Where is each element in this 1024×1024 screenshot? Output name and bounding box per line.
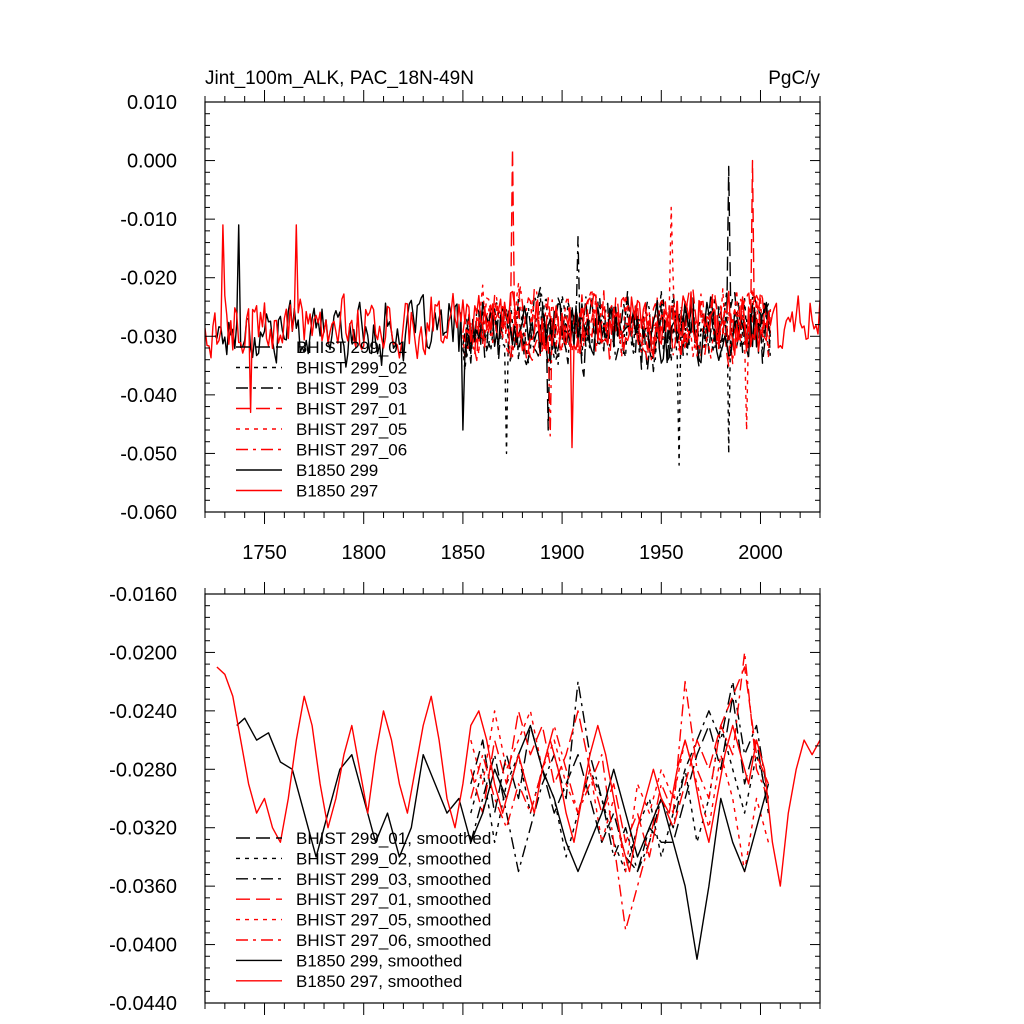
legend-label: BHIST 299_02: [296, 359, 407, 378]
y-tick-label: -0.0320: [109, 818, 177, 840]
x-tick-label: 2000: [738, 542, 783, 564]
y-tick-label: -0.050: [120, 443, 177, 465]
y-tick-label: -0.030: [120, 326, 177, 348]
y-tick-label: -0.0280: [109, 759, 177, 781]
top-panel-title: Jint_100m_ALK, PAC_18N-49N: [205, 68, 474, 89]
legend-label: BHIST 299_03, smoothed: [296, 870, 491, 889]
plot-area: [205, 148, 820, 466]
legend-label: BHIST 297_06: [296, 441, 407, 460]
top-panel-units: PgC/y: [768, 68, 820, 89]
legend-label: BHIST 299_02, smoothed: [296, 849, 491, 868]
y-tick-label: 0.000: [127, 151, 177, 173]
y-tick-label: -0.0360: [109, 876, 177, 898]
series-line-top-6: [214, 224, 772, 431]
x-tick-label: 1850: [441, 542, 486, 564]
legend-label: BHIST 297_05: [296, 420, 407, 439]
series-line-top-3: [462, 148, 771, 367]
y-tick-label: -0.060: [120, 502, 177, 524]
x-tick-label: 1750: [242, 542, 287, 564]
y-tick-label: -0.0440: [109, 993, 177, 1015]
series-line-bottom-7: [216, 666, 820, 887]
legend-label: B1850 297, smoothed: [296, 972, 462, 991]
series-line-top-4: [462, 206, 772, 431]
top-panel: 0.010 0.000 -0.010 -0.020 -0.030 -0.040 -0.050…: [120, 90, 821, 564]
legend-label: BHIST 299_01, smoothed: [296, 829, 491, 848]
y-tick-label: -0.0400: [109, 935, 177, 957]
plot-area: [216, 651, 820, 960]
series-line-bottom-6: [236, 717, 770, 960]
legend-label: BHIST 297_01, smoothed: [296, 890, 491, 909]
y-tick-label: -0.040: [120, 385, 177, 407]
legend-label: BHIST 299_01: [296, 338, 407, 357]
x-tick-label: 1950: [639, 542, 684, 564]
y-tick-label: 0.010: [127, 92, 177, 114]
x-tick-label: 1800: [341, 542, 386, 564]
y-tick-label: -0.020: [120, 268, 177, 290]
series-line-bottom-5: [470, 651, 770, 931]
series-line-top-0: [462, 165, 772, 431]
legend-label: B1850 299, smoothed: [296, 951, 462, 970]
y-tick-label: -0.0160: [109, 584, 177, 606]
legend-label: BHIST 297_06, smoothed: [296, 931, 491, 950]
y-tick-label: -0.0200: [109, 642, 177, 664]
series-line-top-7: [205, 224, 820, 449]
series-line-bottom-2: [470, 680, 770, 873]
y-tick-label: -0.0240: [109, 701, 177, 723]
y-tick-label: -0.010: [120, 209, 177, 231]
legend-label: BHIST 299_03: [296, 379, 407, 398]
legend-label: BHIST 297_01: [296, 400, 407, 419]
legend-label: B1850 297: [296, 482, 378, 501]
x-tick-label: 1900: [540, 542, 585, 564]
legend-label: BHIST 297_05, smoothed: [296, 911, 491, 930]
legend-label: B1850 299: [296, 461, 378, 480]
bottom-panel: -0.0160 -0.0200 -0.0240 -0.0280 -0.0320 -0.03…: [109, 582, 821, 1015]
plot-frame: [204, 593, 821, 1004]
plot-frame: [204, 101, 821, 513]
series-line-bottom-3: [470, 666, 770, 858]
